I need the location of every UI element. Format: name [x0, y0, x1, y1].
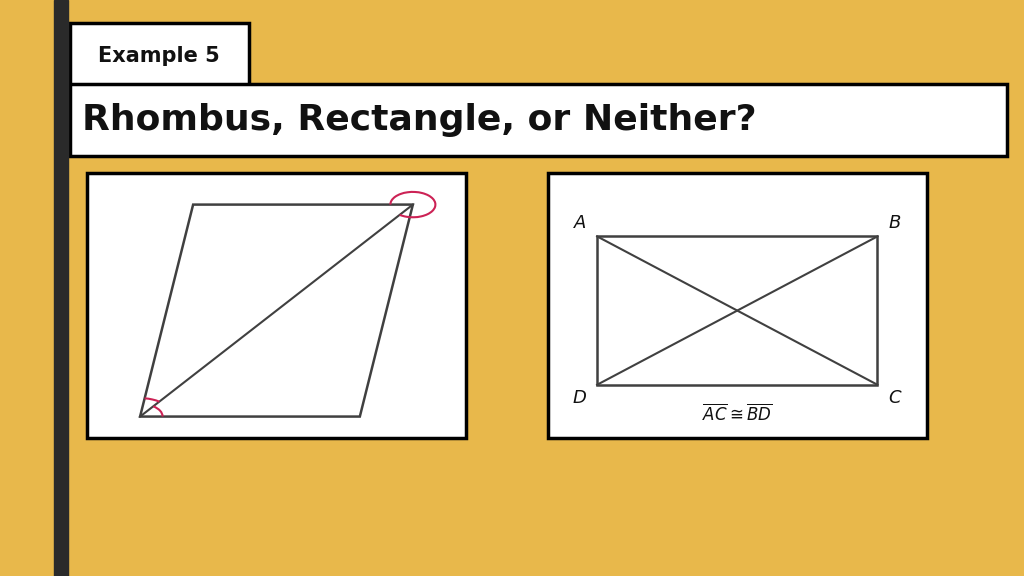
Text: B: B	[889, 214, 901, 232]
Text: $\overline{AC} \cong \overline{BD}$: $\overline{AC} \cong \overline{BD}$	[702, 403, 772, 425]
Bar	[70, 84, 1007, 156]
Text: Example 5: Example 5	[98, 46, 220, 66]
Text: C: C	[889, 389, 901, 407]
Polygon shape	[140, 204, 413, 416]
Bar	[548, 173, 927, 438]
Text: D: D	[572, 389, 586, 407]
Bar	[54, 0, 68, 576]
Text: A: A	[573, 214, 586, 232]
Polygon shape	[597, 236, 878, 385]
Bar	[87, 173, 466, 438]
Text: Rhombus, Rectangle, or Neither?: Rhombus, Rectangle, or Neither?	[82, 103, 757, 137]
Bar	[70, 23, 249, 89]
